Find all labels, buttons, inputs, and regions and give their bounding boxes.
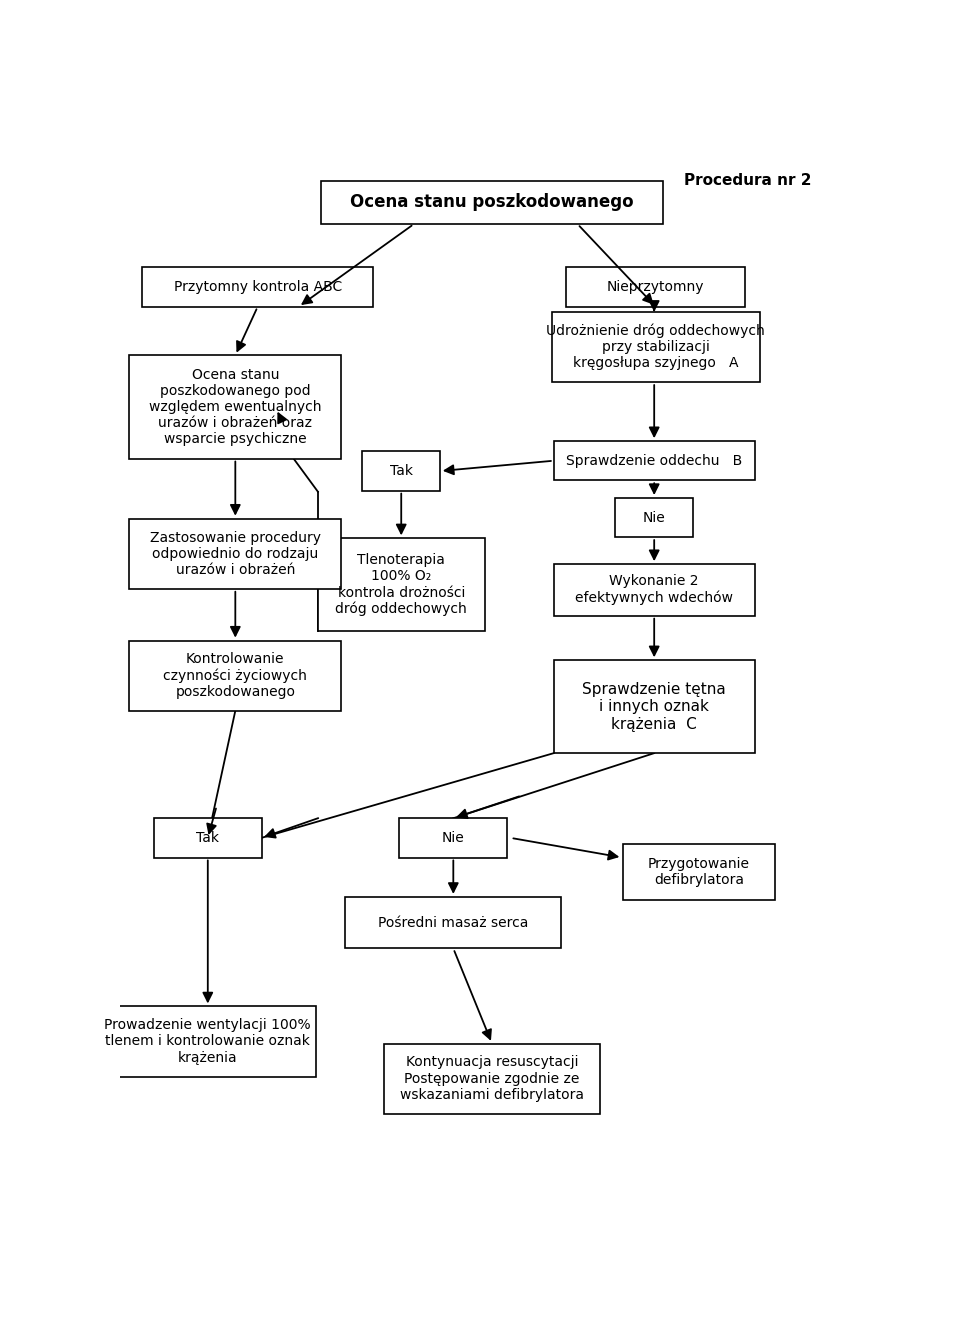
Text: Kontrolowanie
czynności życiowych
poszkodowanego: Kontrolowanie czynności życiowych poszko… [163,652,307,699]
FancyBboxPatch shape [100,1006,316,1076]
Text: Udrożnienie dróg oddechowych
przy stabilizacji
kręgosłupa szyjnego   A: Udrożnienie dróg oddechowych przy stabil… [546,323,765,370]
FancyBboxPatch shape [623,844,775,900]
Text: Tak: Tak [196,831,219,845]
Text: Przytomny kontrola ABC: Przytomny kontrola ABC [174,280,342,294]
FancyBboxPatch shape [384,1044,600,1114]
Text: Przygotowanie
defibrylatora: Przygotowanie defibrylatora [648,858,750,887]
Text: Ocena stanu
poszkodowanego pod
względem ewentualnych
urazów i obrażeń oraz
wspar: Ocena stanu poszkodowanego pod względem … [149,368,322,447]
FancyBboxPatch shape [321,181,663,224]
FancyBboxPatch shape [142,267,372,307]
Text: Ocena stanu poszkodowanego: Ocena stanu poszkodowanego [350,193,634,212]
Text: Sprawdzenie oddechu   B: Sprawdzenie oddechu B [566,454,742,468]
FancyBboxPatch shape [362,451,441,491]
Text: Sprawdzenie tętna
i innych oznak
krążenia  C: Sprawdzenie tętna i innych oznak krążeni… [583,682,726,731]
FancyBboxPatch shape [554,564,755,616]
FancyBboxPatch shape [130,356,342,459]
FancyBboxPatch shape [318,538,485,631]
Text: Nie: Nie [643,510,665,525]
Text: Wykonanie 2
efektywnych wdechów: Wykonanie 2 efektywnych wdechów [575,574,733,605]
FancyBboxPatch shape [154,819,262,858]
Text: Pośredni masaż serca: Pośredni masaż serca [378,915,529,930]
FancyBboxPatch shape [615,498,693,537]
FancyBboxPatch shape [130,518,342,589]
FancyBboxPatch shape [554,442,755,480]
FancyBboxPatch shape [554,660,755,753]
Text: Procedura nr 2: Procedura nr 2 [684,173,812,188]
Text: Kontynuacja resuscytacji
Postępowanie zgodnie ze
wskazaniami defibrylatora: Kontynuacja resuscytacji Postępowanie zg… [400,1055,584,1102]
FancyBboxPatch shape [566,267,745,307]
Text: Nieprzytomny: Nieprzytomny [607,280,705,294]
Text: Nie: Nie [442,831,465,845]
Text: Prowadzenie wentylacji 100%
tlenem i kontrolowanie oznak
krążenia: Prowadzenie wentylacji 100% tlenem i kon… [105,1019,311,1064]
Text: Zastosowanie procedury
odpowiednio do rodzaju
urazów i obrażeń: Zastosowanie procedury odpowiednio do ro… [150,530,321,577]
Text: Tlenoterapia
100% O₂
kontrola drożności
dróg oddechowych: Tlenoterapia 100% O₂ kontrola drożności … [335,553,468,616]
FancyBboxPatch shape [399,819,507,858]
FancyBboxPatch shape [346,896,562,949]
FancyBboxPatch shape [130,640,342,711]
FancyBboxPatch shape [551,311,760,382]
Text: Tak: Tak [390,464,413,478]
